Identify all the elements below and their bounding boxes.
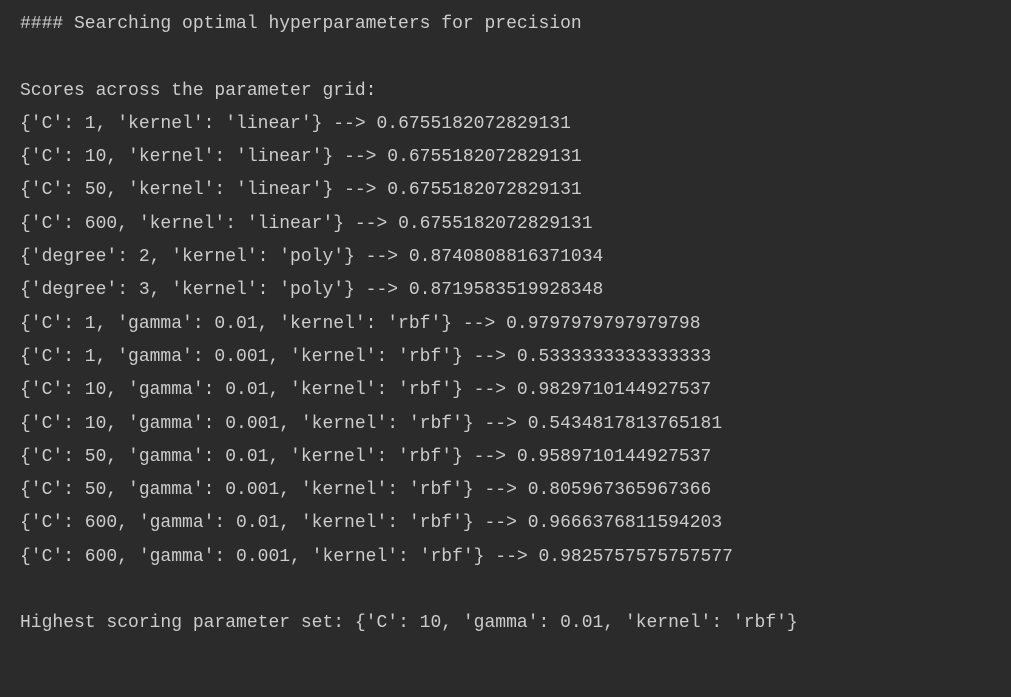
- param-row: {'C': 10, 'kernel': 'linear'} --> 0.6755…: [20, 141, 991, 174]
- arrow-text: -->: [333, 180, 387, 200]
- score-text: 0.9797979797979798: [506, 314, 700, 334]
- arrow-text: -->: [355, 247, 409, 267]
- score-text: 0.5333333333333333: [517, 347, 711, 367]
- param-text: {'C': 1, 'gamma': 0.001, 'kernel': 'rbf'…: [20, 347, 463, 367]
- score-text: 0.9589710144927537: [517, 447, 711, 467]
- score-text: 0.9666376811594203: [528, 513, 722, 533]
- param-text: {'degree': 3, 'kernel': 'poly'}: [20, 280, 355, 300]
- score-text: 0.5434817813765181: [528, 414, 722, 434]
- score-text: 0.8740808816371034: [409, 247, 603, 267]
- arrow-text: -->: [333, 147, 387, 167]
- param-row: {'C': 600, 'kernel': 'linear'} --> 0.675…: [20, 208, 991, 241]
- param-text: {'C': 600, 'kernel': 'linear'}: [20, 214, 344, 234]
- param-text: {'C': 10, 'gamma': 0.001, 'kernel': 'rbf…: [20, 414, 474, 434]
- param-text: {'C': 50, 'gamma': 0.001, 'kernel': 'rbf…: [20, 480, 474, 500]
- param-row: {'C': 1, 'gamma': 0.01, 'kernel': 'rbf'}…: [20, 308, 991, 341]
- arrow-text: -->: [344, 214, 398, 234]
- arrow-text: -->: [355, 280, 409, 300]
- param-row: {'C': 1, 'kernel': 'linear'} --> 0.67551…: [20, 108, 991, 141]
- blank-line: [20, 574, 991, 607]
- score-text: 0.6755182072829131: [387, 147, 581, 167]
- footer-params: {'C': 10, 'gamma': 0.01, 'kernel': 'rbf'…: [355, 613, 798, 633]
- arrow-text: -->: [474, 480, 528, 500]
- param-row: {'C': 50, 'kernel': 'linear'} --> 0.6755…: [20, 174, 991, 207]
- arrow-text: -->: [484, 547, 538, 567]
- score-text: 0.8719583519928348: [409, 280, 603, 300]
- score-text: 0.6755182072829131: [398, 214, 592, 234]
- score-text: 0.6755182072829131: [376, 114, 570, 134]
- score-text: 0.9829710144927537: [517, 380, 711, 400]
- param-text: {'C': 10, 'kernel': 'linear'}: [20, 147, 333, 167]
- arrow-text: -->: [474, 414, 528, 434]
- param-text: {'degree': 2, 'kernel': 'poly'}: [20, 247, 355, 267]
- arrow-text: -->: [463, 347, 517, 367]
- param-text: {'C': 600, 'gamma': 0.01, 'kernel': 'rbf…: [20, 513, 474, 533]
- blank-line: [20, 41, 991, 74]
- param-text: {'C': 10, 'gamma': 0.01, 'kernel': 'rbf'…: [20, 380, 463, 400]
- rows-container: {'C': 1, 'kernel': 'linear'} --> 0.67551…: [20, 108, 991, 574]
- param-row: {'C': 1, 'gamma': 0.001, 'kernel': 'rbf'…: [20, 341, 991, 374]
- param-text: {'C': 50, 'gamma': 0.01, 'kernel': 'rbf'…: [20, 447, 463, 467]
- arrow-text: -->: [452, 314, 506, 334]
- param-text: {'C': 600, 'gamma': 0.001, 'kernel': 'rb…: [20, 547, 484, 567]
- score-text: 0.9825757575757577: [539, 547, 733, 567]
- param-row: {'C': 50, 'gamma': 0.01, 'kernel': 'rbf'…: [20, 441, 991, 474]
- param-text: {'C': 1, 'gamma': 0.01, 'kernel': 'rbf'}: [20, 314, 452, 334]
- arrow-text: -->: [322, 114, 376, 134]
- param-text: {'C': 50, 'kernel': 'linear'}: [20, 180, 333, 200]
- param-row: {'C': 600, 'gamma': 0.01, 'kernel': 'rbf…: [20, 507, 991, 540]
- arrow-text: -->: [463, 380, 517, 400]
- param-row: {'C': 50, 'gamma': 0.001, 'kernel': 'rbf…: [20, 474, 991, 507]
- subheader-line: Scores across the parameter grid:: [20, 75, 991, 108]
- footer-line: Highest scoring parameter set: {'C': 10,…: [20, 607, 991, 640]
- header-line: #### Searching optimal hyperparameters f…: [20, 8, 991, 41]
- param-row: {'degree': 2, 'kernel': 'poly'} --> 0.87…: [20, 241, 991, 274]
- score-text: 0.805967365967366: [528, 480, 712, 500]
- param-row: {'C': 10, 'gamma': 0.001, 'kernel': 'rbf…: [20, 408, 991, 441]
- param-text: {'C': 1, 'kernel': 'linear'}: [20, 114, 322, 134]
- arrow-text: -->: [463, 447, 517, 467]
- param-row: {'C': 10, 'gamma': 0.01, 'kernel': 'rbf'…: [20, 374, 991, 407]
- param-row: {'C': 600, 'gamma': 0.001, 'kernel': 'rb…: [20, 541, 991, 574]
- param-row: {'degree': 3, 'kernel': 'poly'} --> 0.87…: [20, 274, 991, 307]
- score-text: 0.6755182072829131: [387, 180, 581, 200]
- footer-prefix: Highest scoring parameter set:: [20, 613, 355, 633]
- arrow-text: -->: [474, 513, 528, 533]
